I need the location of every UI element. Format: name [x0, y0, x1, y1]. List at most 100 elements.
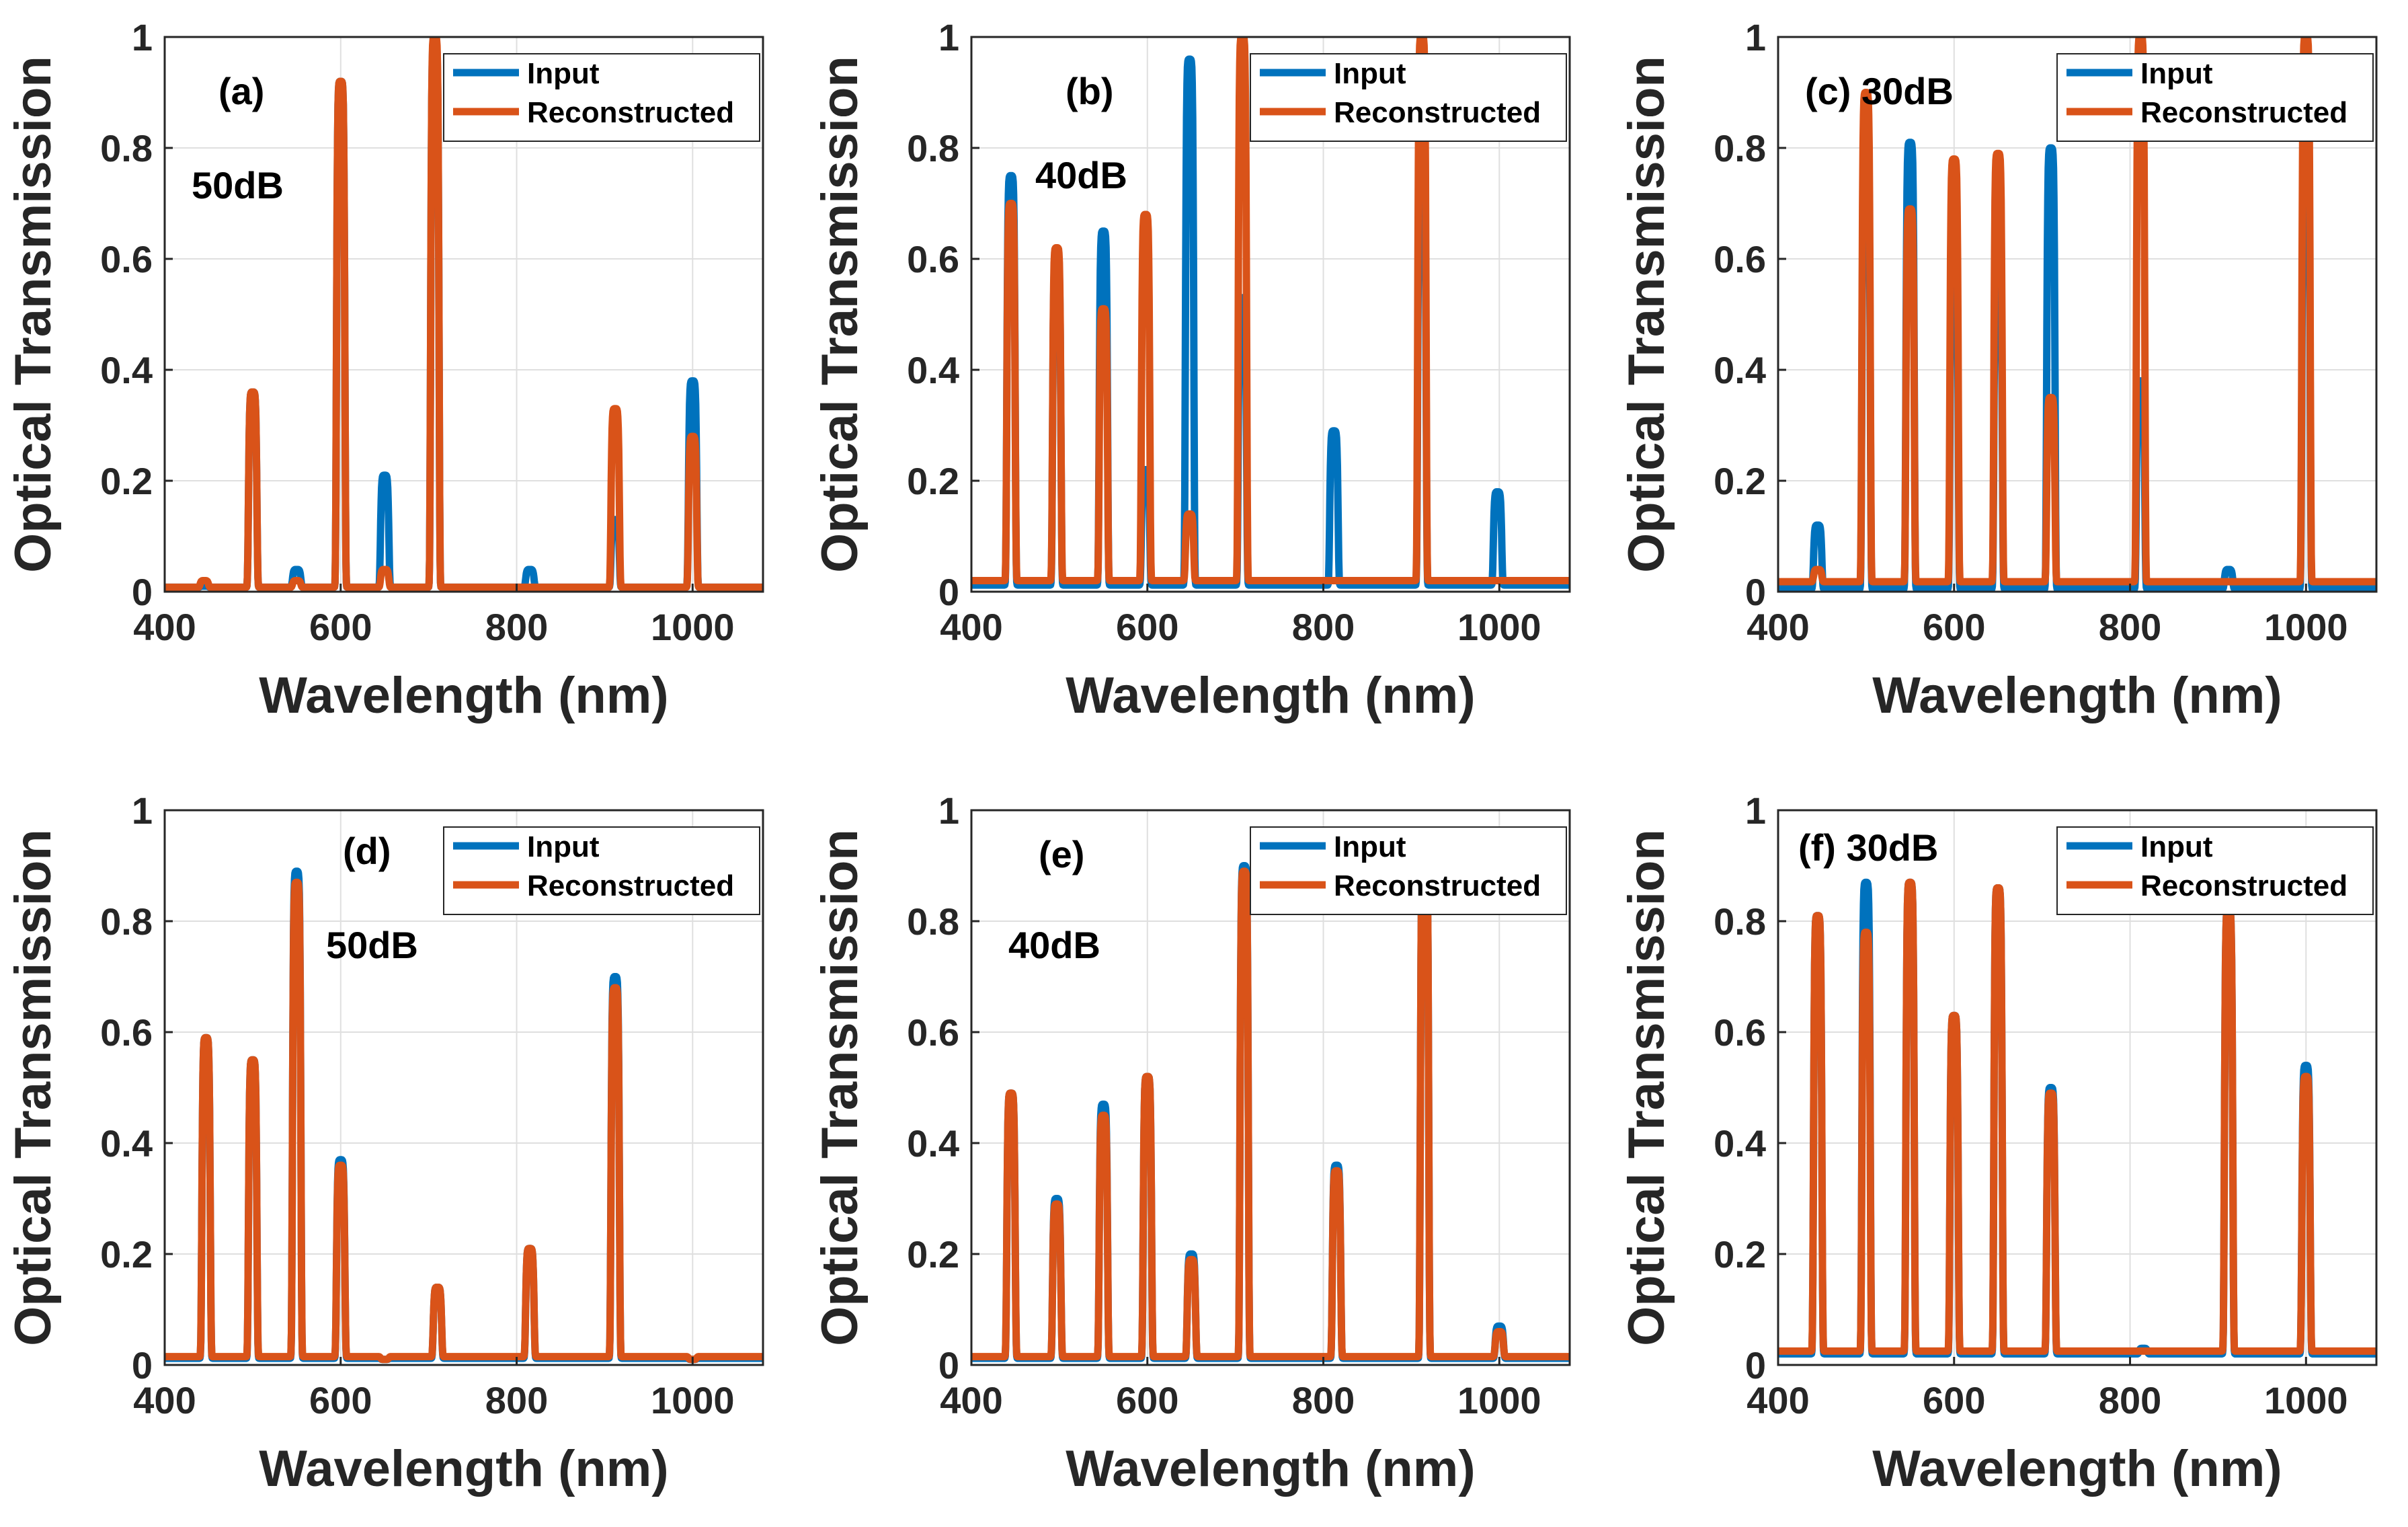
- x-axis-label: Wavelength (nm): [1066, 667, 1475, 724]
- y-tick-label: 0: [132, 571, 153, 613]
- x-tick-label: 800: [485, 606, 548, 648]
- x-tick-label: 600: [1923, 1379, 1985, 1421]
- x-tick-label: 1000: [1457, 606, 1541, 648]
- series-line-reconstructed: [165, 37, 763, 591]
- axes-box: [1777, 809, 2378, 1366]
- x-tick-label: 1000: [651, 606, 735, 648]
- legend-entry: Reconstructed: [1334, 869, 1541, 902]
- legend-box: [1250, 53, 1567, 142]
- y-tick-label: 0: [938, 1344, 959, 1386]
- axes-box: [163, 36, 764, 593]
- legend-box: [443, 53, 760, 142]
- y-tick-label: 0.6: [907, 238, 959, 280]
- y-tick-label: 0.4: [1714, 349, 1766, 391]
- legend-entry: Input: [527, 57, 600, 90]
- panel-b: 400 600 800 1000 0 0.2 0.4 0.6 0.8 1 Wavelength (n…: [811, 16, 1571, 724]
- axes-box: [1777, 36, 2378, 593]
- y-axis-label: Optical Transmission: [811, 829, 869, 1346]
- x-axis-label: Wavelength (nm): [259, 1440, 668, 1497]
- legend-entry: Input: [2140, 57, 2213, 90]
- y-tick-label: 0: [132, 1344, 153, 1386]
- y-tick-label: 1: [132, 789, 153, 832]
- y-tick-label: 0.6: [1714, 1011, 1766, 1054]
- legend: Input Reconstructed: [443, 826, 760, 915]
- x-tick-label: 1000: [651, 1379, 735, 1421]
- legend-box: [1250, 826, 1567, 915]
- y-axis-label: Optical Transmission: [1618, 56, 1675, 573]
- x-axis-label: Wavelength (nm): [1872, 1440, 2282, 1497]
- y-tick-label: 1: [1745, 16, 1766, 58]
- noise-annotation: 40dB: [1035, 154, 1127, 196]
- noise-annotation: 50dB: [326, 924, 418, 966]
- panel-d: 400 600 800 1000 0 0.2 0.4 0.6 0.8 1 Wavelength (n…: [5, 789, 764, 1497]
- legend-entry: Input: [1334, 830, 1406, 863]
- y-tick-label: 0.6: [100, 1011, 153, 1054]
- y-tick-label: 0: [938, 571, 959, 613]
- x-tick-label: 400: [940, 606, 1002, 648]
- x-tick-label: 600: [309, 1379, 372, 1421]
- panel-label: (e): [1039, 833, 1084, 875]
- y-tick-label: 0.8: [100, 900, 153, 943]
- y-tick-label: 1: [938, 789, 959, 832]
- y-tick-label: 0.4: [1714, 1122, 1766, 1165]
- x-tick-label: 400: [133, 606, 196, 648]
- x-tick-label: 1000: [2264, 1379, 2348, 1421]
- panel-a: 400 600 800 1000 0 0.2 0.4 0.6 0.8 1 Wavelength (n…: [5, 16, 764, 724]
- x-tick-label: 400: [1747, 606, 1809, 648]
- panel-f: 400 600 800 1000 0 0.2 0.4 0.6 0.8 1 Wavelength (n…: [1618, 789, 2378, 1497]
- legend-entry: Reconstructed: [527, 96, 734, 129]
- series-line-reconstructed: [165, 878, 763, 1364]
- x-tick-label: 800: [2099, 1379, 2161, 1421]
- y-tick-label: 0.2: [1714, 1233, 1766, 1276]
- axes-box: [970, 809, 1571, 1366]
- x-axis-label: Wavelength (nm): [1872, 667, 2282, 724]
- y-axis-label: Optical Transmission: [5, 829, 62, 1346]
- x-tick-label: 400: [940, 1379, 1002, 1421]
- series-line-input: [971, 55, 1570, 589]
- y-tick-label: 0: [1745, 571, 1766, 613]
- y-tick-label: 0.8: [1714, 900, 1766, 943]
- y-tick-label: 0.6: [1714, 238, 1766, 280]
- x-tick-label: 1000: [2264, 606, 2348, 648]
- y-axis-label: Optical Transmission: [1618, 829, 1675, 1346]
- y-tick-label: 0.4: [100, 1122, 153, 1165]
- series-line-reconstructed: [971, 834, 1570, 1361]
- legend-entry: Reconstructed: [2140, 869, 2347, 902]
- legend-entry: Reconstructed: [2140, 96, 2347, 129]
- legend-box: [2056, 53, 2374, 142]
- series-line-reconstructed: [1778, 37, 2376, 586]
- y-tick-label: 0.8: [100, 127, 153, 169]
- panel-label: (d): [343, 830, 391, 872]
- series-line-reconstructed: [971, 37, 1570, 584]
- panel-label: (b): [1066, 70, 1114, 112]
- y-tick-label: 0.2: [1714, 460, 1766, 502]
- y-tick-label: 0.6: [907, 1011, 959, 1054]
- legend: Input Reconstructed: [443, 53, 760, 142]
- panel-label: (f) 30dB: [1798, 826, 1938, 869]
- legend: Input Reconstructed: [2056, 53, 2374, 142]
- legend-entry: Reconstructed: [527, 869, 734, 902]
- y-tick-label: 1: [132, 16, 153, 58]
- x-tick-label: 600: [1116, 1379, 1178, 1421]
- x-tick-label: 800: [1292, 1379, 1355, 1421]
- x-tick-label: 600: [309, 606, 372, 648]
- x-tick-label: 800: [1292, 606, 1355, 648]
- noise-annotation: 40dB: [1008, 924, 1100, 966]
- y-tick-label: 0.4: [100, 349, 153, 391]
- x-tick-label: 800: [485, 1379, 548, 1421]
- legend-entry: Input: [527, 830, 600, 863]
- panel-label: (a): [218, 70, 264, 112]
- x-axis-label: Wavelength (nm): [259, 667, 668, 724]
- y-tick-label: 0.2: [100, 1233, 153, 1276]
- panel-e: 400 600 800 1000 0 0.2 0.4 0.6 0.8 1 Wavelength (n…: [811, 789, 1571, 1497]
- legend-entry: Reconstructed: [1334, 96, 1541, 129]
- y-tick-label: 0.6: [100, 238, 153, 280]
- x-tick-label: 600: [1923, 606, 1985, 648]
- axes-box: [970, 36, 1571, 593]
- legend-box: [2056, 826, 2374, 915]
- noise-annotation: 50dB: [192, 164, 284, 206]
- series-line-reconstructed: [1778, 878, 2376, 1355]
- y-axis-label: Optical Transmission: [5, 56, 62, 573]
- y-tick-label: 0.4: [907, 349, 959, 391]
